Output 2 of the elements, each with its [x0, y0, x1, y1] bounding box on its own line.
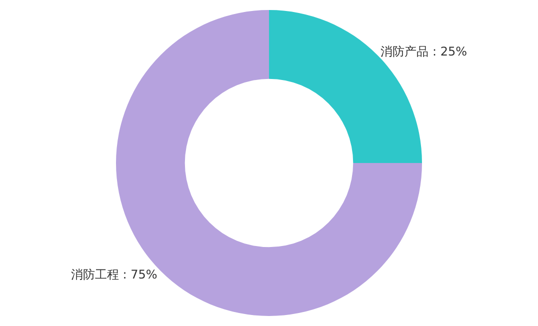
slice-label: 消防工程 : 75% [70, 268, 158, 282]
slice-label: 消防产品 : 25% [380, 44, 468, 58]
